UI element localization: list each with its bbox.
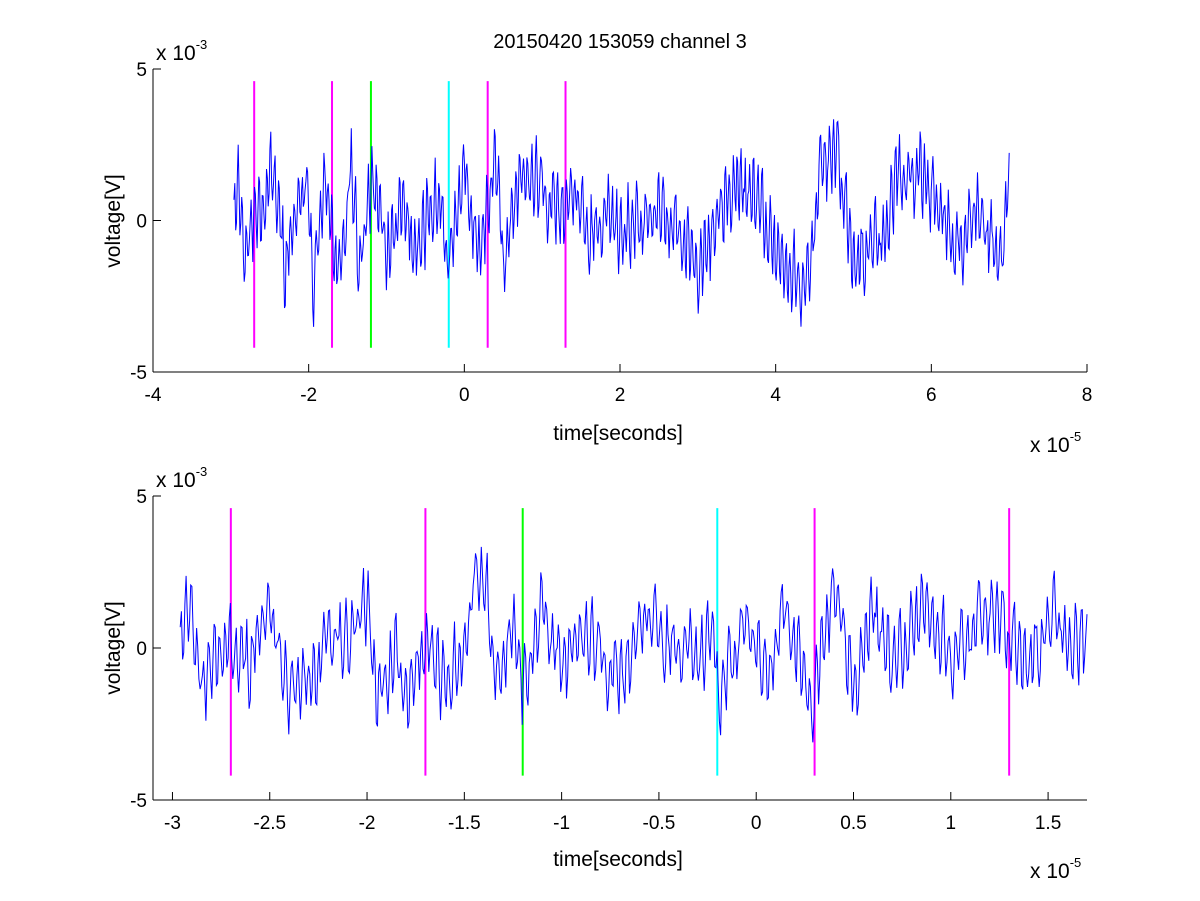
x-tick-label: 1: [946, 813, 957, 834]
top-x-label: time[seconds]: [553, 422, 683, 445]
x-tick-label: 1.5: [1035, 813, 1061, 834]
top-y-multiplier: x 10-3: [156, 37, 207, 65]
top-axes: -4 -2 0 2 4 6 8 -505 time[seconds] voltage[V] …: [102, 37, 1092, 457]
bottom-x-ticks: -3 -2.5 -2 -1.5 -1 -0.5 0 0.5 1 1.5: [164, 792, 1061, 834]
bottom-signal: [179, 546, 1088, 743]
x-tick-label: -3: [164, 813, 181, 834]
x-tick-label: -4: [145, 385, 162, 406]
bottom-y-multiplier: x 10-3: [156, 464, 207, 492]
y-tick-label: 5: [136, 60, 147, 81]
x-tick-label: -1: [553, 813, 570, 834]
top-y-ticks: -5 0 5: [130, 60, 161, 384]
y-tick-label: 5: [136, 487, 147, 508]
signal-line: [179, 546, 1088, 743]
signal-line: [233, 119, 1010, 327]
x-tick-label: -0.5: [643, 813, 676, 834]
x-tick-label: -1.5: [448, 813, 481, 834]
y-tick-label: -5: [130, 791, 147, 812]
x-tick-label: -2: [359, 813, 376, 834]
top-x-multiplier: x 10-5: [1030, 429, 1081, 457]
figure-title: 20150420 153059 channel 3: [493, 31, 747, 53]
bottom-axes-frame: [152, 496, 1087, 801]
x-tick-label: 4: [770, 385, 781, 406]
bottom-y-label: voltage[V]: [102, 601, 125, 694]
bottom-y-ticks: -5 0 5: [130, 487, 161, 812]
y-tick-label: 0: [136, 639, 147, 660]
y-tick-label: -5: [130, 363, 147, 384]
x-tick-label: 2: [615, 385, 626, 406]
top-x-ticks: -4 -2 0 2 4 6 8: [145, 364, 1093, 406]
x-tick-label: -2: [300, 385, 317, 406]
bottom-x-multiplier: x 10-5: [1030, 855, 1081, 883]
x-tick-label: -2.5: [253, 813, 286, 834]
x-tick-label: 0: [751, 813, 762, 834]
x-tick-label: 8: [1082, 385, 1093, 406]
x-tick-label: 6: [926, 385, 937, 406]
bottom-x-label: time[seconds]: [553, 848, 683, 871]
x-tick-label: 0: [459, 385, 470, 406]
top-y-label: voltage[V]: [102, 174, 125, 267]
bottom-axes: -3 -2.5 -2 -1.5 -1 -0.5 0 0.5 1 1.5 -5 0 5 time[sec…: [102, 464, 1088, 883]
top-signal: [233, 119, 1010, 327]
y-tick-label: 0: [136, 212, 147, 233]
x-tick-label: 0.5: [840, 813, 866, 834]
